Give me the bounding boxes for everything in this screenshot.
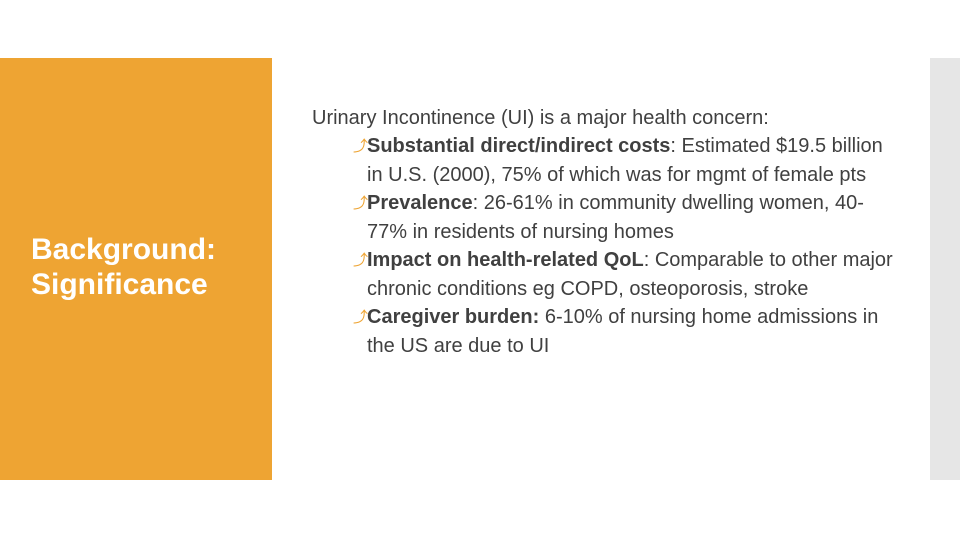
bullet-qol-text: : Comparable to other major chronic cond…	[367, 249, 893, 300]
angled-arrow-icon: ⤴	[353, 195, 369, 212]
title-panel	[0, 58, 272, 480]
bullet-list: ⤴Substantial direct/indirect costs: Esti…	[312, 132, 902, 360]
bullet-caregiver-text: 6-10% of nursing home admissions in the …	[367, 306, 879, 357]
slide-title-line-2: Significance	[31, 268, 208, 301]
bullet-qol: ⤴Impact on health-related QoL: Comparabl…	[312, 246, 902, 303]
right-side-bar	[930, 58, 960, 480]
angled-arrow-icon: ⤴	[353, 252, 369, 269]
bullet-costs: ⤴Substantial direct/indirect costs: Esti…	[312, 132, 902, 189]
bullet-prevalence-text: : 26-61% in community dwelling women, 40…	[367, 192, 864, 243]
bullet-qol-label: Impact on health-related QoL	[367, 249, 644, 271]
bullet-caregiver: ⤴Caregiver burden: 6-10% of nursing home…	[312, 303, 902, 360]
slide-body: Urinary Incontinence (UI) is a major hea…	[312, 104, 902, 360]
angled-arrow-icon: ⤴	[353, 309, 369, 326]
angled-arrow-icon: ⤴	[353, 138, 369, 155]
bullet-prevalence-label: Prevalence	[367, 192, 473, 214]
bullet-costs-text: : Estimated $19.5 billion in U.S. (2000)…	[367, 135, 883, 186]
bullet-caregiver-label: Caregiver burden:	[367, 306, 540, 328]
bullet-prevalence: ⤴Prevalence: 26-61% in community dwellin…	[312, 189, 902, 246]
bullet-costs-label: Substantial direct/indirect costs	[367, 135, 671, 157]
slide-title-line-1: Background:	[31, 233, 217, 266]
slide-title: Background: Significance	[31, 232, 271, 302]
lead-sentence: Urinary Incontinence (UI) is a major hea…	[312, 107, 769, 129]
